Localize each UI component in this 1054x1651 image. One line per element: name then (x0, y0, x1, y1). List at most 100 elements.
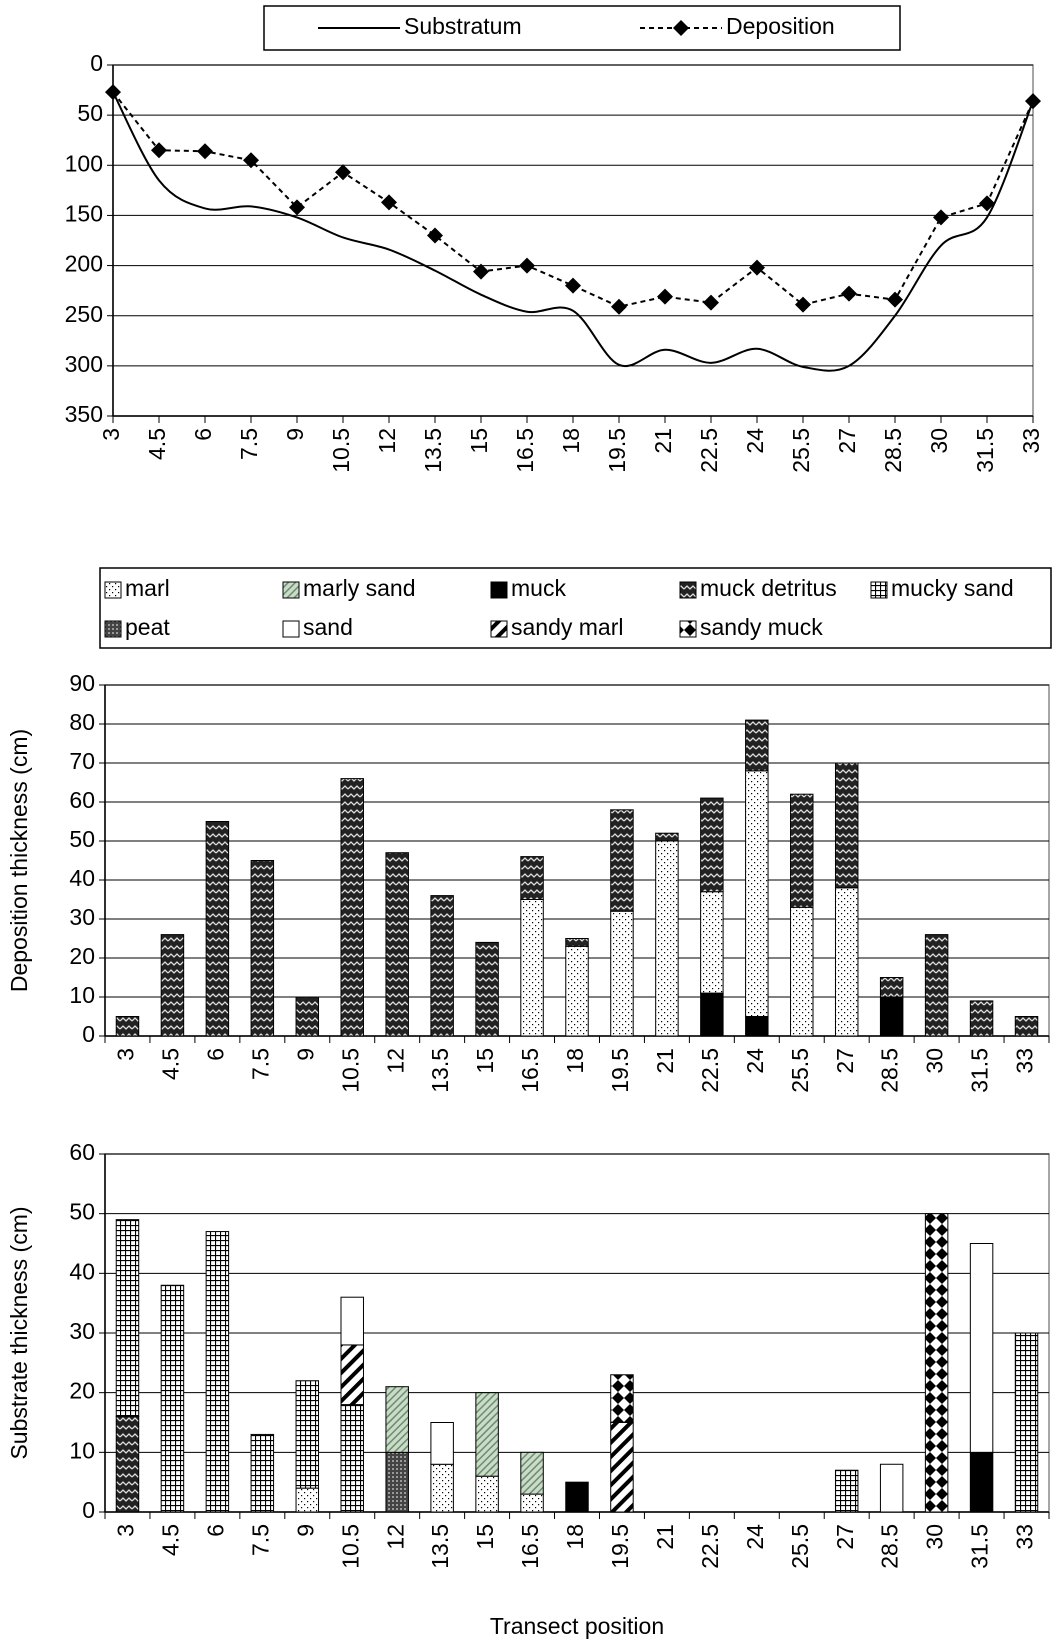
bar-segment (834, 762, 859, 889)
bar-segment (160, 1284, 185, 1513)
bar-segment (655, 840, 679, 1037)
y-tick-label: 70 (69, 748, 95, 774)
bar-segment (385, 852, 409, 1037)
y-tick-label: 0 (82, 1497, 95, 1523)
x-tick-label: 19.5 (604, 428, 630, 473)
legend-label: sandy muck (700, 614, 823, 640)
y-tick-label: 100 (65, 150, 103, 176)
bar-segment (924, 1213, 949, 1513)
bar-segment (745, 1016, 769, 1037)
x-tick-label: 13.5 (420, 428, 446, 473)
legend-label: peat (125, 614, 170, 640)
y-tick-label: 30 (69, 904, 95, 930)
point-marker (657, 288, 673, 305)
point-marker (565, 277, 581, 294)
point-marker (611, 298, 627, 315)
x-tick-label: 12 (382, 1524, 408, 1550)
y-tick-label: 50 (69, 826, 95, 852)
x-tick-label: 24 (742, 1048, 768, 1074)
bar-segment (115, 1219, 140, 1418)
legend-swatch (490, 620, 508, 638)
legend-label: Substratum (404, 13, 522, 39)
bar-segment (430, 1463, 454, 1513)
bar-segment (295, 1487, 320, 1513)
y-tick-label: 0 (82, 1021, 95, 1047)
bar-segment (295, 1380, 320, 1489)
x-tick-label: 10.5 (337, 1048, 363, 1093)
x-tick-label: 7.5 (236, 428, 262, 460)
point-marker (795, 296, 811, 313)
legend-marker (673, 20, 689, 36)
y-tick-label: 20 (69, 1378, 95, 1404)
point-marker (427, 227, 443, 244)
bar-segment (610, 910, 634, 1037)
y-tick-label: 50 (69, 1199, 95, 1225)
x-tick-label: 16.5 (512, 428, 538, 473)
bar-segment (205, 821, 230, 1037)
y-tick-label: 0 (90, 50, 103, 76)
x-tick-label: 30 (922, 1524, 948, 1550)
legend-swatch (104, 581, 122, 599)
bar-segment (790, 906, 814, 1037)
x-tick-label: 28.5 (880, 428, 906, 473)
x-tick-label: 21 (652, 1524, 678, 1550)
legend-label: muck detritus (700, 575, 837, 601)
x-tick-label: 27 (832, 1524, 858, 1550)
bar-segment (385, 1451, 409, 1513)
x-tick-label: 31.5 (972, 428, 998, 473)
x-tick-label: 4.5 (158, 1048, 184, 1080)
x-tick-label: 33 (1018, 428, 1044, 454)
bar-segment (924, 934, 949, 1037)
y-tick-label: 20 (69, 943, 95, 969)
legend-swatch (282, 581, 300, 599)
x-tick-label: 30 (922, 1048, 948, 1074)
x-tick-label: 3 (113, 1048, 139, 1061)
y-tick-label: 250 (65, 301, 103, 327)
x-tick-label: 15 (472, 1048, 498, 1074)
x-tick-label: 25.5 (788, 428, 814, 473)
x-tick-label: 16.5 (517, 1524, 543, 1569)
legend-swatch (679, 581, 697, 599)
point-marker (841, 285, 857, 302)
bar-segment (834, 1469, 859, 1513)
bar-segment (160, 934, 185, 1037)
bar-segment (475, 1475, 499, 1513)
point-marker (887, 291, 903, 308)
bar-segment (115, 1416, 140, 1513)
x-tick-label: 21 (652, 1048, 678, 1074)
x-tick-label: 27 (834, 428, 860, 454)
point-marker (1025, 93, 1041, 110)
x-tick-label: 25.5 (787, 1524, 813, 1569)
bar-segment (475, 1392, 499, 1477)
y-tick-label: 90 (69, 670, 95, 696)
x-tick-label: 16.5 (517, 1048, 543, 1093)
legend-swatch (490, 581, 508, 599)
point-marker (703, 294, 719, 311)
x-axis-label: Transect position (490, 1613, 664, 1639)
bar-segment (969, 1243, 994, 1453)
x-tick-label: 12 (374, 428, 400, 454)
x-tick-label: 3 (98, 428, 124, 441)
x-tick-label: 12 (382, 1048, 408, 1074)
bar-segment (520, 856, 544, 900)
legend-swatch (104, 620, 122, 638)
y-tick-label: 40 (69, 1258, 95, 1284)
x-tick-label: 18 (562, 1048, 588, 1074)
bar-segment (879, 1463, 904, 1513)
legend-label: marly sand (303, 575, 415, 601)
x-tick-label: 25.5 (787, 1048, 813, 1093)
point-marker (749, 259, 765, 276)
legend-box (99, 567, 1052, 649)
x-tick-label: 28.5 (877, 1524, 903, 1569)
x-tick-label: 24 (742, 1524, 768, 1550)
bar-segment (700, 797, 724, 893)
x-tick-label: 22.5 (697, 1524, 723, 1569)
x-tick-label: 6 (202, 1524, 228, 1537)
legend-label: muck (511, 575, 566, 601)
bar-segment (115, 1016, 140, 1037)
x-tick-label: 9 (292, 1048, 318, 1061)
x-tick-label: 22.5 (697, 1048, 723, 1093)
bar-segment (340, 1296, 364, 1346)
legend-swatch (870, 581, 888, 599)
